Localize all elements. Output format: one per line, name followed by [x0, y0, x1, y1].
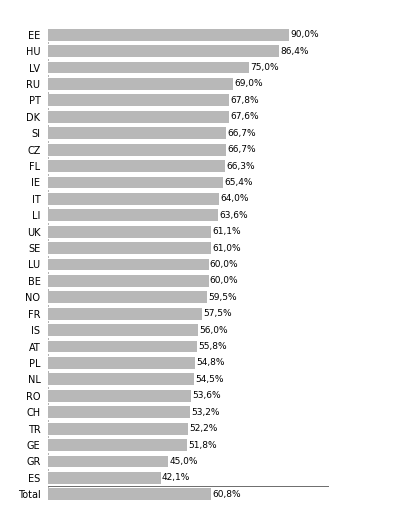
Bar — [48, 406, 190, 418]
Bar — [48, 226, 211, 238]
Text: 56,0%: 56,0% — [199, 326, 228, 335]
Text: 64,0%: 64,0% — [221, 194, 249, 203]
Text: 75,0%: 75,0% — [250, 63, 279, 72]
Text: 66,3%: 66,3% — [227, 161, 255, 170]
Bar — [48, 324, 198, 336]
Text: 59,5%: 59,5% — [209, 293, 237, 302]
Bar — [48, 488, 211, 500]
Text: 55,8%: 55,8% — [198, 342, 227, 351]
Text: 60,0%: 60,0% — [210, 277, 239, 286]
Bar — [48, 193, 219, 205]
Bar — [48, 373, 194, 385]
Text: 63,6%: 63,6% — [219, 211, 248, 220]
Text: 61,0%: 61,0% — [213, 243, 241, 252]
Bar — [48, 390, 191, 402]
Text: 52,2%: 52,2% — [189, 424, 217, 433]
Bar — [48, 95, 229, 106]
Bar — [48, 127, 227, 139]
Bar — [48, 78, 233, 90]
Bar — [48, 423, 188, 434]
Bar — [48, 357, 194, 369]
Bar — [48, 209, 218, 221]
Text: 54,5%: 54,5% — [195, 375, 224, 384]
Text: 54,8%: 54,8% — [196, 359, 225, 368]
Text: 90,0%: 90,0% — [290, 30, 319, 39]
Text: 53,2%: 53,2% — [192, 408, 220, 417]
Text: 67,8%: 67,8% — [231, 96, 259, 105]
Text: 51,8%: 51,8% — [188, 441, 217, 450]
Bar — [48, 160, 225, 172]
Bar — [48, 275, 209, 287]
Bar — [48, 259, 209, 270]
Text: 53,6%: 53,6% — [193, 391, 221, 400]
Bar — [48, 144, 227, 156]
Text: 69,0%: 69,0% — [234, 79, 263, 88]
Text: 86,4%: 86,4% — [280, 47, 309, 56]
Bar — [48, 177, 223, 188]
Text: 60,0%: 60,0% — [210, 260, 239, 269]
Text: 66,7%: 66,7% — [228, 129, 256, 138]
Bar — [48, 439, 186, 451]
Bar — [48, 242, 211, 254]
Bar — [48, 455, 168, 467]
Text: 66,7%: 66,7% — [228, 145, 256, 154]
Bar — [48, 308, 202, 320]
Bar — [48, 341, 197, 352]
Text: 61,1%: 61,1% — [213, 227, 241, 236]
Bar — [48, 291, 207, 303]
Text: 65,4%: 65,4% — [224, 178, 253, 187]
Bar — [48, 62, 249, 74]
Bar — [48, 45, 279, 57]
Text: 45,0%: 45,0% — [170, 457, 198, 466]
Text: 57,5%: 57,5% — [203, 309, 232, 318]
Text: 60,8%: 60,8% — [212, 490, 241, 499]
Bar — [48, 29, 289, 41]
Text: 42,1%: 42,1% — [162, 473, 190, 482]
Bar — [48, 111, 229, 123]
Bar — [48, 472, 161, 484]
Text: 67,6%: 67,6% — [230, 112, 259, 121]
